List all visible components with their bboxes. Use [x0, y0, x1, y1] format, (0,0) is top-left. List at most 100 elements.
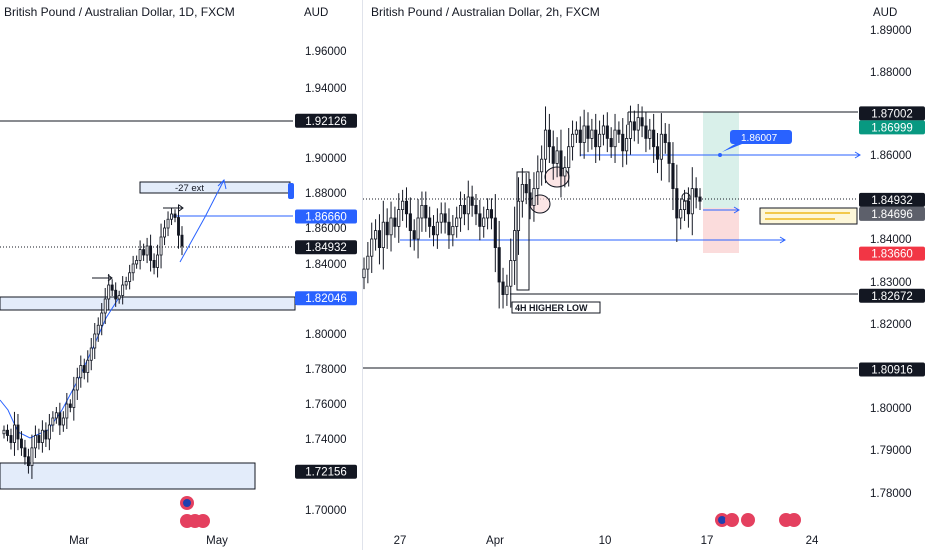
- price-tick-label: 1.80000: [870, 403, 912, 415]
- candle-body: [547, 129, 551, 148]
- left-alert-flag: [288, 183, 294, 199]
- price-tick-label: 1.78000: [305, 364, 347, 376]
- candle-body: [72, 389, 76, 408]
- candle-body: [121, 284, 125, 296]
- price-tick-label: 1.76000: [305, 399, 347, 411]
- time-tick-label: May: [206, 535, 228, 547]
- candle-body: [474, 204, 478, 215]
- candle-body: [124, 281, 128, 286]
- right-chart-panel[interactable]: British Pound / Australian Dollar, 2h, F…: [363, 5, 897, 527]
- gbp-flag-icon-right-2[interactable]: [741, 513, 755, 527]
- candle-body: [536, 171, 540, 190]
- price-badge-label: 1.84932: [305, 242, 347, 254]
- candle-body: [648, 129, 652, 139]
- left-chart-title: British Pound / Australian Dollar, 1D, F…: [4, 5, 235, 19]
- gbp-flag-icon-right-4[interactable]: [787, 513, 801, 527]
- candle-body: [652, 129, 656, 148]
- candle-body: [621, 133, 625, 152]
- gbp-flag-icon-3[interactable]: [196, 514, 210, 528]
- time-tick-label: 27: [394, 535, 407, 547]
- left-event-icons[interactable]: [180, 496, 210, 528]
- price-tick-label: 1.89000: [870, 25, 912, 37]
- candle-body: [420, 204, 424, 219]
- price-badge-label: 1.84696: [871, 209, 913, 221]
- candle-body: [170, 213, 173, 220]
- candle-body: [44, 429, 48, 440]
- candle-body: [524, 183, 528, 194]
- time-tick-label: Mar: [69, 535, 89, 547]
- left-extension-zone: [139, 181, 291, 194]
- candle-body: [516, 200, 521, 231]
- gbp-flag-icon-right-1[interactable]: [725, 513, 739, 527]
- candle-body: [370, 238, 374, 257]
- price-tick-label: 1.79000: [870, 445, 912, 457]
- price-tick-label: 1.78000: [870, 488, 912, 500]
- candle-body: [690, 188, 694, 215]
- price-tick-label: 1.88000: [305, 188, 347, 200]
- right-price-unit: AUD: [873, 7, 897, 19]
- candle-body: [26, 456, 30, 467]
- price-tick-label: 1.80000: [305, 329, 347, 341]
- candle-body: [159, 236, 163, 256]
- candle-body: [644, 125, 648, 139]
- candle-body: [33, 435, 37, 449]
- candle-body: [447, 221, 451, 236]
- right-target-arrow: [854, 151, 861, 159]
- candle-body: [582, 125, 586, 143]
- candle-body: [655, 146, 660, 160]
- price-badge-label: 1.92126: [305, 116, 347, 128]
- left-projection-arrowhead: [217, 179, 227, 190]
- candle-body: [667, 142, 671, 164]
- candle-body: [513, 230, 517, 261]
- candle-body: [640, 117, 644, 127]
- candle-body: [2, 429, 6, 435]
- candle-body: [40, 429, 44, 443]
- price-badge-label: 1.72156: [305, 467, 347, 479]
- left-price-axis: 1.96000 1.94000 1.90000 1.88000 1.86000 1.840…: [305, 46, 347, 517]
- price-tick-label: 1.82000: [870, 319, 912, 331]
- candle-body: [540, 158, 544, 173]
- candle-body: [68, 403, 72, 408]
- price-tick-label: 1.94000: [305, 83, 347, 95]
- candle-body: [131, 263, 135, 274]
- candle-body: [79, 365, 83, 379]
- candle-body: [520, 183, 524, 202]
- candle-body: [401, 200, 405, 210]
- time-tick-label: 17: [701, 535, 714, 547]
- candle-body: [424, 204, 428, 219]
- candle-body: [601, 125, 606, 135]
- candle-body: [100, 312, 104, 326]
- candle-body: [478, 213, 482, 227]
- candle-body: [578, 129, 582, 143]
- price-tick-label: 1.96000: [305, 46, 347, 58]
- candle-body: [659, 133, 663, 160]
- left-projection-path: [179, 179, 225, 263]
- right-target-callout: [730, 130, 792, 144]
- price-tick-label: 1.83000: [870, 277, 912, 289]
- left-support-zone: [0, 296, 296, 311]
- candle-body: [37, 435, 41, 443]
- candle-body: [551, 146, 555, 164]
- candle-body: [377, 230, 382, 249]
- candle-body: [96, 324, 100, 335]
- time-tick-label: 24: [806, 535, 819, 547]
- candle-body: [428, 217, 432, 227]
- left-chart-panel[interactable]: British Pound / Australian Dollar, 1D, F…: [0, 5, 328, 528]
- candle-body: [385, 221, 389, 236]
- price-badge: [295, 464, 357, 479]
- right-event-icons[interactable]: [715, 513, 801, 527]
- candle-body: [149, 245, 153, 261]
- candle-body: [671, 162, 675, 189]
- candle-body: [51, 417, 55, 426]
- candle-body: [528, 192, 532, 206]
- candle-body: [75, 377, 79, 391]
- price-tick-label: 1.84000: [870, 234, 912, 246]
- price-badge: [295, 209, 357, 224]
- candle-body: [180, 234, 184, 247]
- price-badge-label: 1.80916: [871, 365, 913, 377]
- candle-body: [54, 412, 58, 419]
- candle-body: [625, 137, 629, 152]
- price-badge: [295, 113, 357, 128]
- candle-body: [152, 259, 156, 268]
